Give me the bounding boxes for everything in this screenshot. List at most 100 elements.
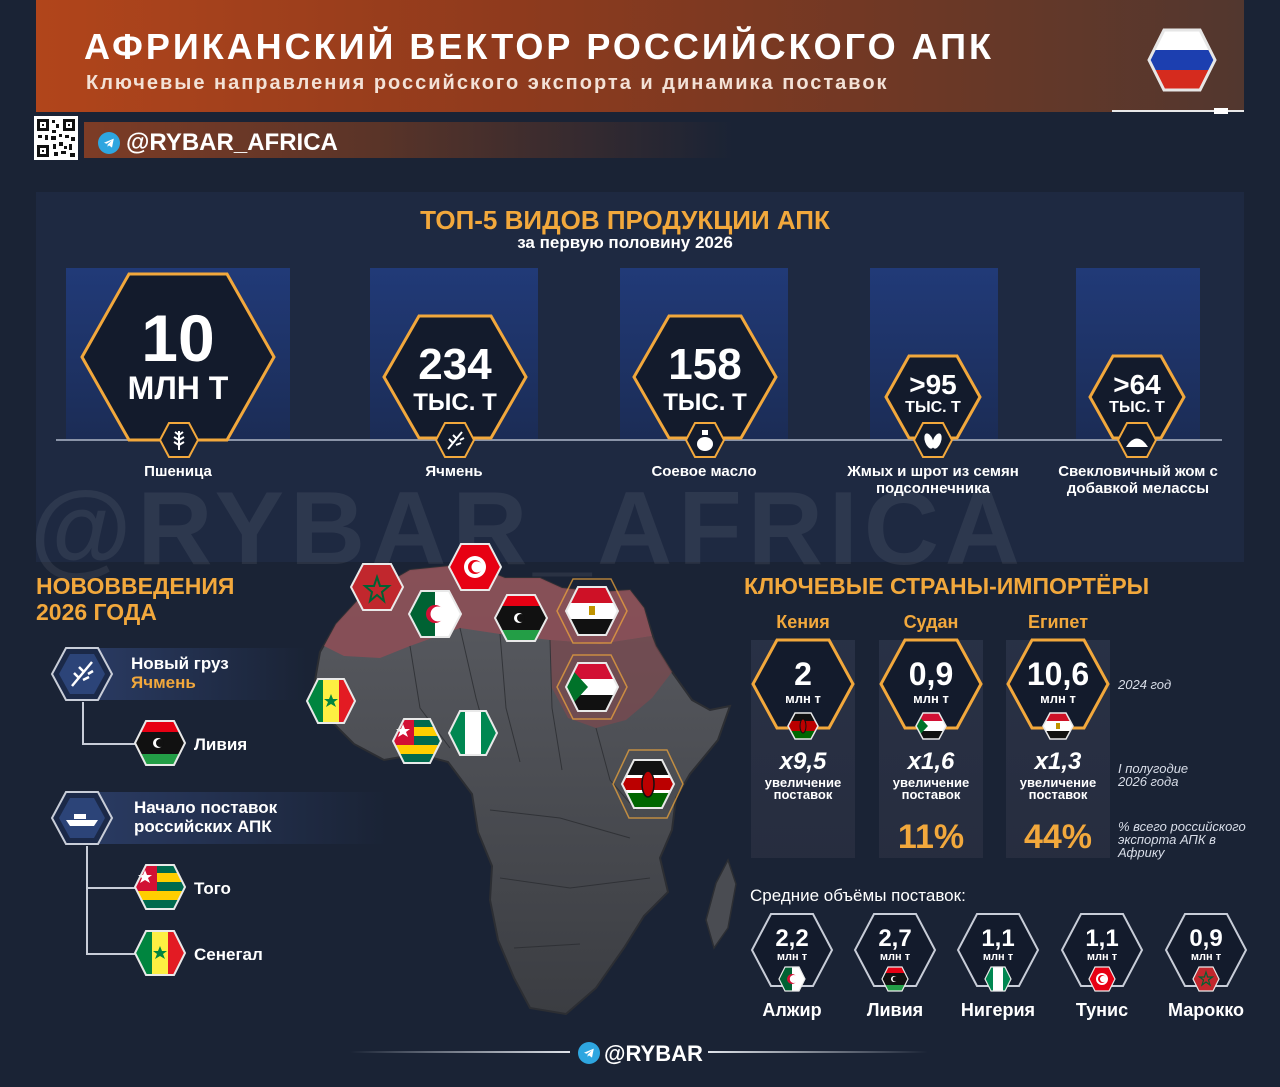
average-country-morocco: Марокко — [1168, 1000, 1244, 1020]
algeria-flag-icon — [408, 590, 462, 638]
sudan-flag-icon — [915, 712, 947, 740]
algeria-value: 2,2 — [775, 925, 809, 952]
egypt-increase-label: увеличение поставок — [1019, 775, 1097, 802]
sudan-flag-icon — [556, 654, 628, 720]
tunisia-flag-icon — [1088, 966, 1116, 992]
kenya-flag-icon — [612, 749, 684, 819]
libya-flag-icon — [134, 720, 186, 766]
kenya-unit: млн т — [785, 691, 821, 706]
novelties-title-line2: 2026 ГОДА — [36, 599, 157, 625]
average-title: Средние объёмы поставок: — [750, 886, 966, 905]
kenya-value: 2 — [794, 656, 812, 692]
watermark: @RYBAR_AFRICA — [30, 471, 1027, 587]
importer-name-sudan: Судан — [903, 612, 959, 632]
nigeria-value: 1,1 — [981, 925, 1015, 952]
meal-label: Жмых и шрот из семян подсолнечника — [847, 463, 1019, 497]
morocco-flag-icon — [1192, 966, 1220, 992]
sudan-value: 0,9 — [908, 656, 954, 692]
egypt-flag-icon — [1042, 712, 1074, 740]
average-country-nigeria: Нигерия — [960, 1000, 1036, 1020]
oil-value-hex — [632, 314, 778, 440]
meal-value: >95 — [909, 369, 957, 400]
telegram-icon[interactable] — [578, 1042, 600, 1064]
oil-label: Соевое масло — [651, 463, 757, 480]
morocco-value: 0,9 — [1189, 925, 1223, 952]
novelties-title-line1: НОВОВВЕДЕНИЯ — [36, 573, 235, 599]
importer-name-egypt: Египет — [1027, 612, 1089, 632]
footer-divider-right — [708, 1051, 928, 1053]
barley-unit: ТЫС. Т — [413, 389, 497, 416]
qr-code-icon[interactable] — [34, 116, 78, 160]
header-banner — [36, 0, 1244, 112]
footer-handle[interactable]: @RYBAR — [604, 1041, 703, 1066]
barley-value-hex — [382, 314, 528, 440]
pile-icon — [1117, 422, 1157, 458]
tree-connector — [82, 702, 84, 744]
page-subtitle: Ключевые направления российского экспорт… — [86, 72, 889, 94]
africa-map — [312, 562, 737, 1016]
tunisia-flag-icon — [448, 543, 502, 591]
new-cargo-country: Ливия — [194, 735, 248, 754]
wheat-value-hex — [80, 272, 276, 442]
note-share: % всего российского экспорта АПК в Африк… — [1118, 819, 1246, 860]
egypt-share: 44% — [1023, 818, 1093, 856]
pulp-value: >64 — [1113, 369, 1161, 400]
sudan-share: 11% — [897, 818, 965, 856]
seeds-icon — [913, 422, 953, 458]
oil-unit: ТЫС. Т — [663, 389, 747, 416]
sudan-value-hex — [879, 638, 983, 730]
kenya-value-hex — [751, 638, 855, 730]
delivery-country-senegal: Сенегал — [194, 945, 263, 964]
tree-connector — [86, 846, 88, 954]
new-cargo-value: Ячмень — [131, 673, 196, 692]
pulp-label: Свекловичный жом с добавкой мелассы — [1058, 463, 1218, 497]
wheat-label: Пшеница — [144, 463, 212, 480]
morocco-unit: млн т — [1190, 951, 1222, 963]
channel-handle[interactable]: @RYBAR_AFRICA — [126, 129, 338, 156]
pulp-unit: ТЫС. Т — [1109, 399, 1165, 416]
importer-name-kenya: Кения — [776, 612, 830, 632]
wheat-unit: МЛН Т — [127, 370, 229, 406]
importers-title: КЛЮЧЕВЫЕ СТРАНЫ-ИМПОРТЁРЫ — [744, 573, 1150, 599]
telegram-icon[interactable] — [98, 132, 120, 154]
note-half-2026: I полугодие 2026 года — [1118, 761, 1189, 789]
page-title: АФРИКАНСКИЙ ВЕКТОР РОССИЙСКОГО АПК — [84, 26, 994, 67]
libya-value: 2,7 — [878, 925, 912, 952]
barley-icon — [435, 422, 475, 458]
sudan-increase-label: увеличение поставок — [892, 775, 970, 802]
libya-flag-icon — [494, 594, 548, 642]
libya-unit: млн т — [879, 951, 911, 963]
morocco-value-hex — [1164, 913, 1248, 987]
egypt-unit: млн т — [1040, 691, 1076, 706]
average-country-libya: Ливия — [866, 1000, 924, 1020]
algeria-unit: млн т — [776, 951, 808, 963]
kenya-flag-icon — [787, 712, 819, 740]
tunisia-unit: млн т — [1086, 951, 1118, 963]
togo-flag-icon — [392, 718, 442, 764]
deliveries-label-line1: Начало поставок — [134, 798, 278, 817]
deliveries-label-line2: российских АПК — [134, 817, 272, 836]
sudan-multiplier: х1,6 — [907, 748, 955, 775]
tunisia-value: 1,1 — [1085, 925, 1119, 952]
algeria-value-hex — [750, 913, 834, 987]
note-2024: 2024 год — [1118, 677, 1172, 692]
togo-flag-icon — [134, 864, 186, 910]
nigeria-value-hex — [956, 913, 1040, 987]
russia-flag-icon — [1147, 28, 1217, 92]
libya-flag-icon — [881, 966, 909, 992]
morocco-flag-icon — [350, 563, 404, 611]
nigeria-flag-icon — [984, 966, 1012, 992]
algeria-flag-icon — [778, 966, 806, 992]
deliveries-bar — [86, 792, 386, 844]
senegal-flag-icon — [134, 930, 186, 976]
oil-value: 158 — [668, 340, 742, 389]
ship-icon — [50, 791, 114, 845]
kenya-multiplier: х9,5 — [779, 748, 827, 775]
egypt-multiplier: х1,3 — [1034, 748, 1082, 775]
top5-subtitle: за первую половину 2026 — [517, 233, 733, 252]
egypt-value: 10,6 — [1026, 656, 1090, 692]
tunisia-value-hex — [1060, 913, 1144, 987]
channel-bar — [84, 122, 734, 158]
wheat-icon — [159, 422, 199, 458]
oil-bottle-icon — [685, 422, 725, 458]
